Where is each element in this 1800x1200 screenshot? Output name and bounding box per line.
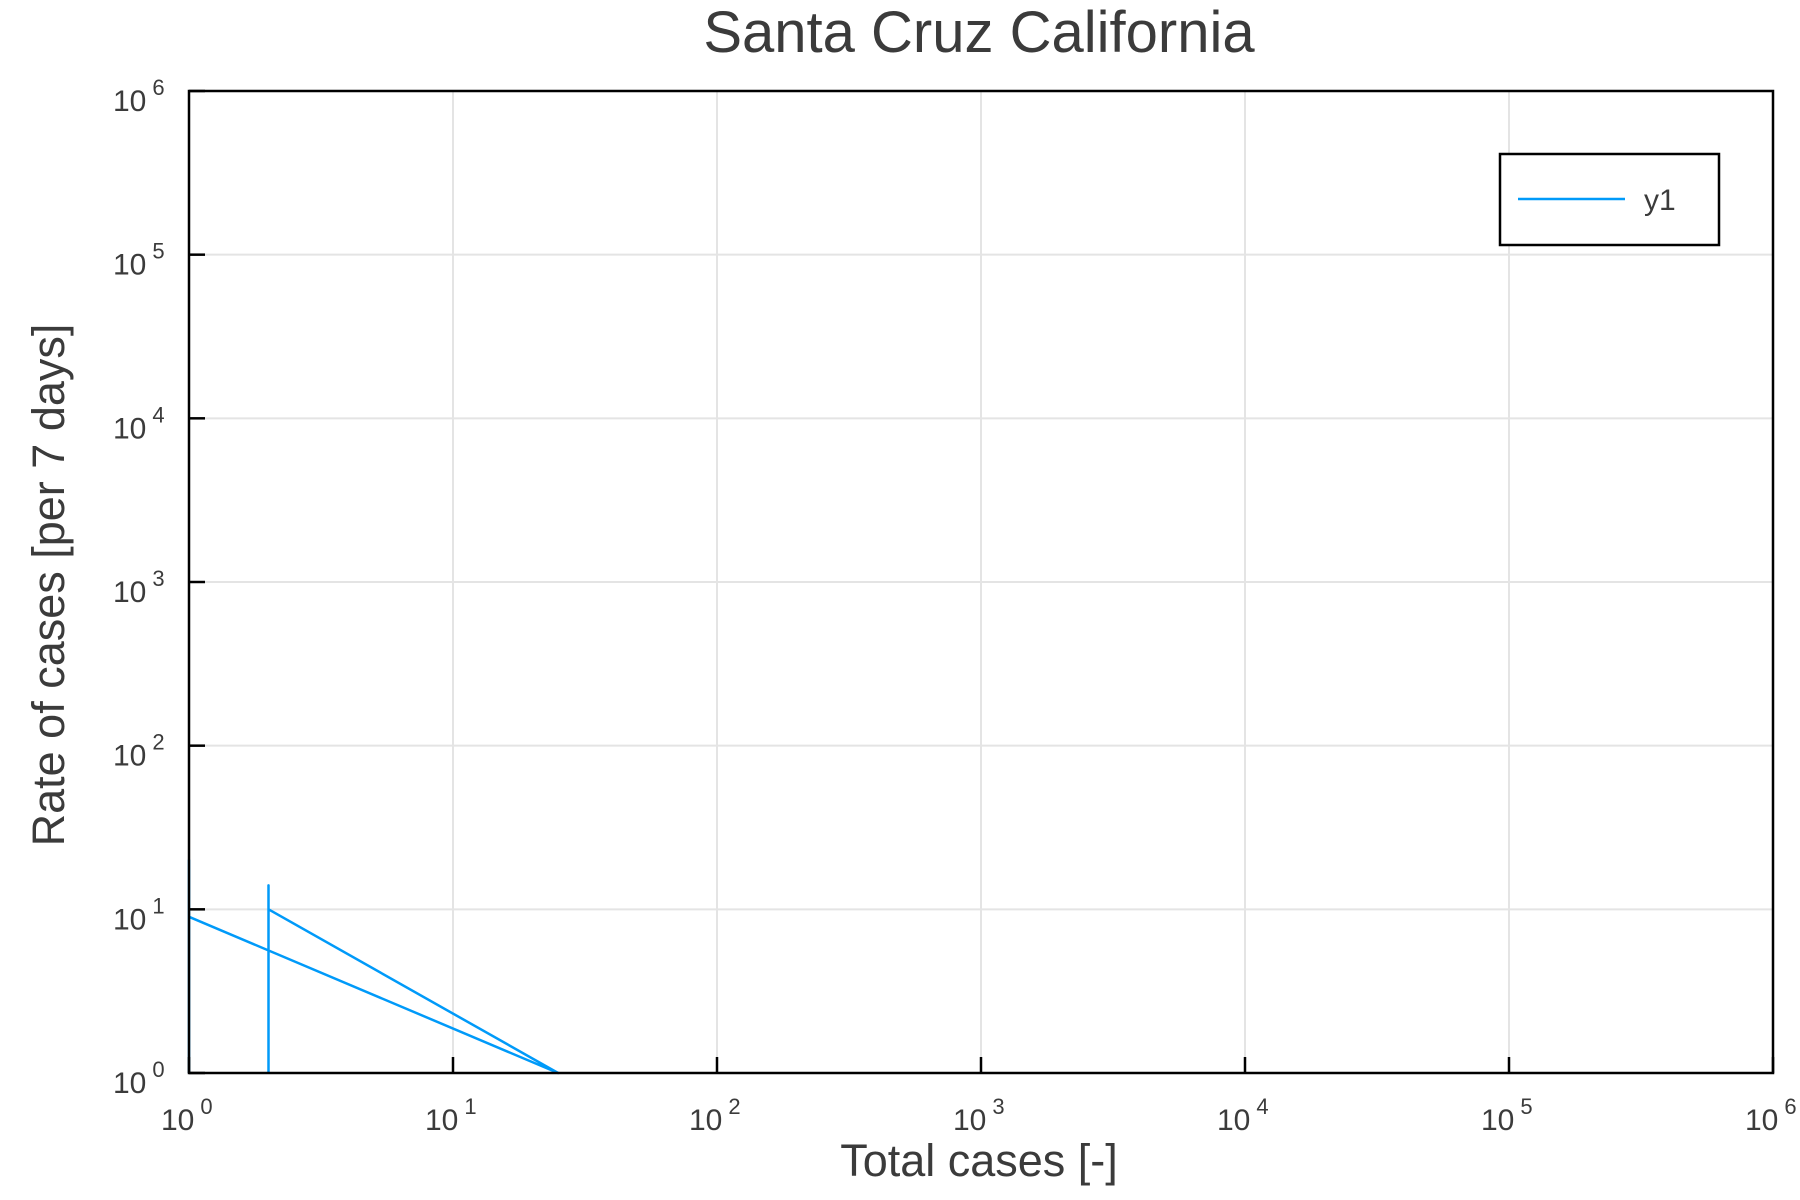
y-tick-label: 10 0 [113,1057,165,1100]
x-tick-label: 10 4 [1217,1094,1269,1137]
y-tick-label: 10 4 [113,402,165,445]
axis-ticks [187,89,1775,1075]
legend-label-y1: y1 [1644,184,1676,217]
chart-title: Santa Cruz California [703,0,1255,65]
x-tick-label: 10 3 [953,1094,1005,1137]
y-tick-label: 10 2 [113,730,165,773]
legend: y1 [1498,152,1721,247]
series-lines [187,858,560,1075]
y-axis-label: Rate of cases [per 7 days] [23,324,74,847]
y-tick-label: 10 1 [113,893,165,936]
y-tick-label: 10 6 [113,75,165,118]
series-line-y1 [187,858,560,1075]
x-tick-label: 10 1 [425,1094,477,1137]
y-tick-label: 10 3 [113,566,165,609]
y-tick-label: 10 5 [113,239,165,282]
x-tick-label: 10 5 [1481,1094,1533,1137]
x-tick-label: 10 0 [161,1094,213,1137]
x-tick-label: 10 6 [1745,1094,1797,1137]
x-tick-labels: 10 0 10 1 10 2 10 3 10 4 10 5 10 6 [161,1094,1797,1137]
x-axis-label: Total cases [-] [840,1135,1118,1186]
x-tick-label: 10 2 [689,1094,741,1137]
